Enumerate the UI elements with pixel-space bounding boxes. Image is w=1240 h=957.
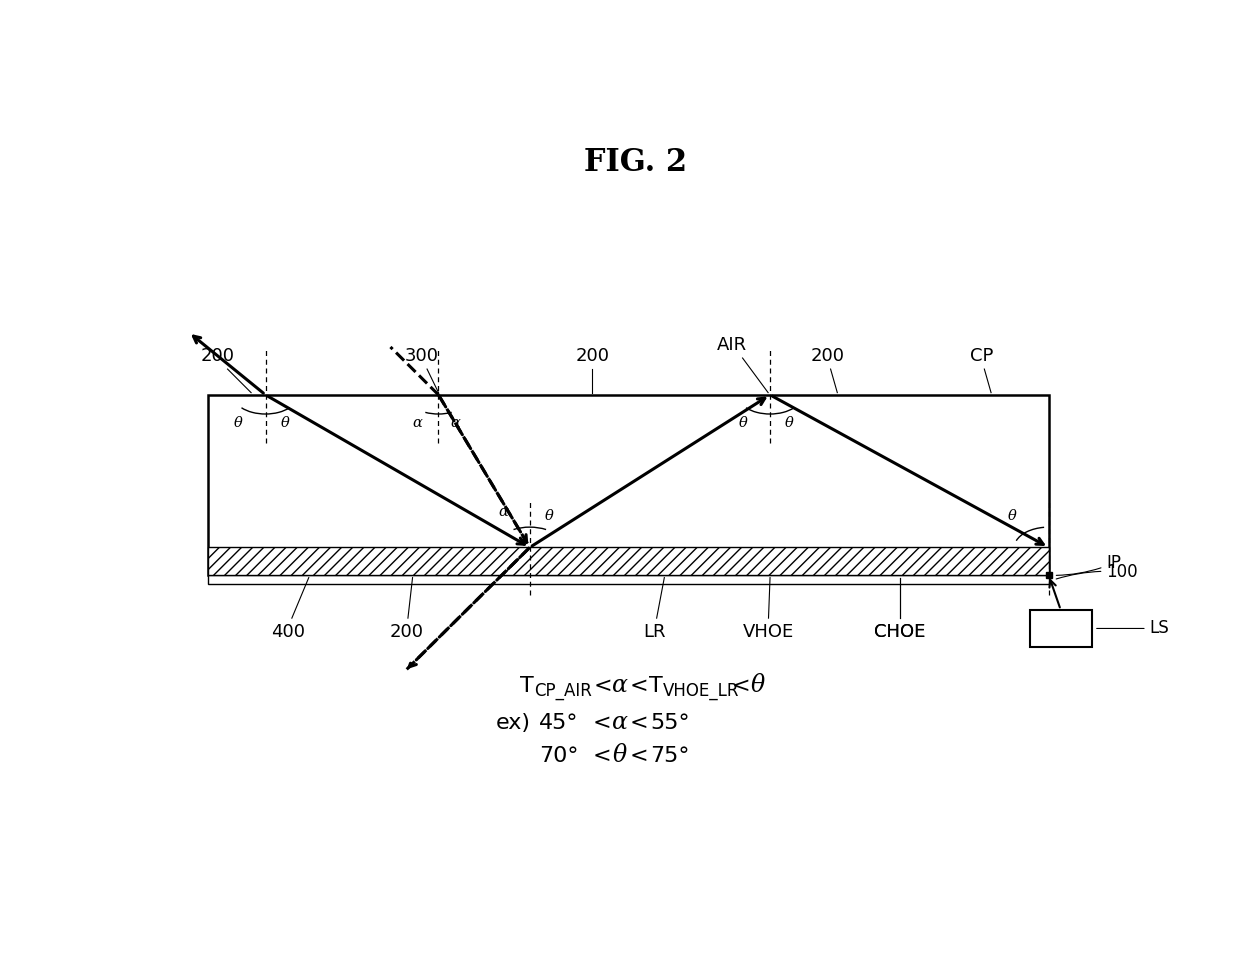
Text: α: α [451, 416, 461, 430]
Text: θ: θ [544, 509, 553, 523]
Bar [208, 575, 1049, 584]
Text: CHOE: CHOE [874, 623, 925, 641]
Text: CP: CP [970, 347, 993, 366]
Text: θ: θ [280, 416, 289, 430]
Text: <: < [593, 676, 611, 696]
Text: θ: θ [613, 745, 626, 768]
Text: 300: 300 [405, 347, 439, 366]
Bar [208, 395, 1049, 575]
Text: T: T [521, 676, 534, 696]
Text: CHOE: CHOE [874, 623, 925, 641]
Text: FIG. 2: FIG. 2 [584, 147, 687, 178]
Text: 200: 200 [811, 347, 844, 366]
Text: <: < [630, 746, 649, 766]
Text: 45°: 45° [539, 713, 579, 733]
Text: <: < [732, 676, 750, 696]
Text: T: T [649, 676, 662, 696]
Text: <: < [593, 713, 611, 733]
Text: ex): ex) [496, 713, 531, 733]
Text: 400: 400 [270, 623, 305, 641]
Text: VHOE_LR: VHOE_LR [662, 682, 739, 701]
Text: LS: LS [1096, 619, 1169, 637]
Text: <: < [630, 713, 649, 733]
Text: LR: LR [644, 623, 666, 641]
Text: <: < [593, 746, 611, 766]
Text: θ: θ [751, 675, 765, 698]
Text: θ: θ [785, 416, 794, 430]
Text: IP: IP [1056, 554, 1121, 575]
Bar [1029, 610, 1092, 647]
Text: 100: 100 [1056, 563, 1138, 581]
Text: α: α [413, 416, 423, 430]
Text: θ: θ [1008, 509, 1017, 523]
Text: 200: 200 [389, 623, 424, 641]
Bar [208, 547, 1049, 575]
Text: α: α [613, 711, 629, 734]
Text: AIR: AIR [717, 336, 746, 354]
Text: 55°: 55° [650, 713, 689, 733]
Text: θ: θ [234, 416, 243, 430]
Text: 75°: 75° [650, 746, 689, 766]
Text: 200: 200 [201, 347, 234, 366]
Text: 200: 200 [575, 347, 609, 366]
Text: CP_AIR: CP_AIR [534, 682, 593, 701]
Text: α: α [613, 675, 629, 698]
Text: α: α [498, 505, 508, 519]
Text: <: < [630, 676, 649, 696]
Text: 70°: 70° [539, 746, 579, 766]
Text: VHOE: VHOE [743, 623, 794, 641]
Text: θ: θ [739, 416, 748, 430]
